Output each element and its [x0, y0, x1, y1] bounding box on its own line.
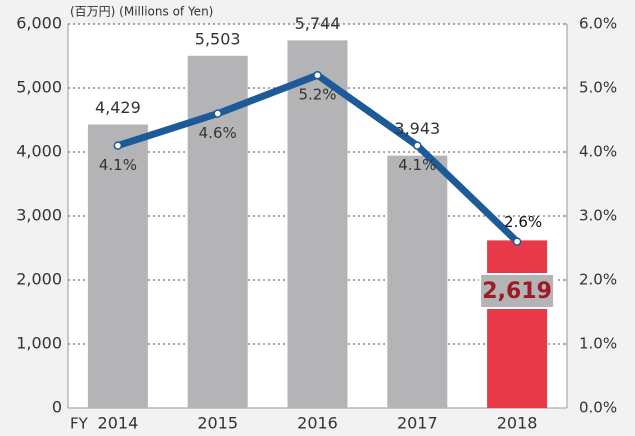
- value-label: 4,429: [95, 98, 141, 117]
- x-tick-label: 2016: [297, 414, 338, 433]
- line-value-label: 5.2%: [298, 86, 336, 104]
- value-label: 3,943: [394, 119, 440, 138]
- y2-tick-label: 4.0%: [579, 143, 617, 161]
- y2-tick-label: 0.0%: [579, 399, 617, 417]
- value-label: 5,503: [195, 29, 241, 48]
- y-tick-label: 2,000: [16, 270, 62, 289]
- x-tick-label: 2015: [197, 414, 238, 433]
- bar: [487, 240, 548, 408]
- subtitle: (百万円) (Millions of Yen): [70, 5, 213, 19]
- y2-tick-label: 2.0%: [579, 271, 617, 289]
- bar: [387, 155, 448, 408]
- y-tick-label: 0: [52, 398, 62, 417]
- y2-tick-label: 6.0%: [579, 15, 617, 33]
- y2-tick-label: 5.0%: [579, 79, 617, 97]
- y2-tick-label: 1.0%: [579, 335, 617, 353]
- value-label: 2,619: [482, 279, 552, 304]
- line-point: [512, 237, 522, 246]
- bar: [87, 124, 148, 408]
- y-tick-label: 6,000: [16, 14, 62, 33]
- line-value-label: 2.6%: [504, 213, 542, 231]
- line-point: [113, 141, 123, 150]
- line-value-label: 4.6%: [199, 124, 237, 142]
- x-tick-label: 2014: [98, 414, 139, 433]
- y-tick-label: 5,000: [16, 78, 62, 97]
- x-tick-label: 2017: [397, 414, 438, 433]
- y-tick-label: 1,000: [16, 334, 62, 353]
- bar: [287, 40, 348, 408]
- x-tick-label: 2018: [497, 414, 538, 433]
- line-point: [313, 70, 322, 80]
- y-tick-label: 3,000: [16, 206, 62, 225]
- y2-tick-label: 3.0%: [579, 207, 617, 225]
- line-point: [213, 109, 222, 118]
- value-label-box: [479, 273, 556, 309]
- line-point: [413, 141, 422, 150]
- x-axis-label: FY: [70, 415, 89, 433]
- line-value-label: 4.1%: [398, 156, 436, 174]
- value-label: 5,744: [295, 14, 341, 33]
- line-value-label: 4.1%: [99, 156, 137, 174]
- y-tick-label: 4,000: [16, 142, 62, 161]
